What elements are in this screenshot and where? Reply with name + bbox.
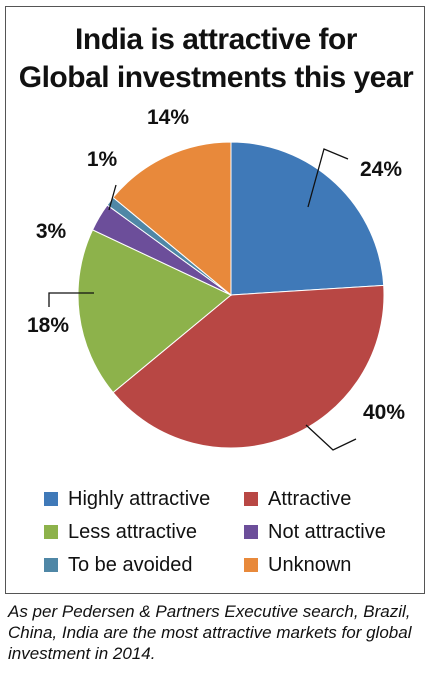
legend-item-unknown: Unknown bbox=[244, 553, 351, 577]
legend-swatch-not-attractive bbox=[244, 525, 258, 539]
legend-label-unknown: Unknown bbox=[268, 554, 352, 576]
chart-title-line-2: Global investments this year bbox=[18, 61, 414, 94]
legend-label-less-attractive: Less attractive bbox=[68, 521, 197, 543]
legend-swatch-to-be-avoided bbox=[44, 558, 58, 572]
pie-slice-unknown bbox=[112, 141, 232, 297]
legend-item-less-attractive: Less attractive bbox=[44, 520, 197, 544]
pie-slice-less-attractive bbox=[77, 229, 232, 394]
pie-slice-highly-attractive bbox=[230, 141, 385, 296]
legend-label-not-attractive: Not attractive bbox=[268, 521, 386, 543]
legend-label-to-be-avoided: To be avoided bbox=[68, 554, 193, 576]
legend-swatch-unknown bbox=[244, 558, 258, 572]
legend-swatch-less-attractive bbox=[44, 525, 58, 539]
legend-swatch-attractive bbox=[244, 492, 258, 506]
data-label-highly-attractive: 24% bbox=[360, 158, 402, 181]
chart-caption: As per Pedersen & Partners Executive sea… bbox=[8, 602, 412, 663]
data-label-attractive: 40% bbox=[363, 401, 405, 424]
leader-line-highly-attractive bbox=[307, 148, 349, 208]
legend-swatch-highly-attractive bbox=[44, 492, 58, 506]
legend-item-attractive: Attractive bbox=[244, 487, 351, 511]
leader-line-less-attractive bbox=[48, 292, 94, 307]
legend-item-highly-attractive: Highly attractive bbox=[44, 487, 210, 511]
data-label-less-attractive: 18% bbox=[27, 314, 69, 337]
chart-frame: India is attractive for Global investmen… bbox=[5, 6, 425, 594]
leader-line-to-be-avoided bbox=[108, 184, 117, 211]
legend-item-not-attractive: Not attractive bbox=[244, 520, 386, 544]
leader-line-attractive bbox=[305, 424, 357, 451]
data-label-unknown: 14% bbox=[147, 106, 189, 129]
pie-chart: 24% 40% 18% 3% 1% 14% bbox=[27, 106, 405, 451]
legend-label-highly-attractive: Highly attractive bbox=[68, 488, 211, 510]
legend-label-attractive: Attractive bbox=[268, 488, 352, 510]
data-label-not-attractive: 3% bbox=[36, 220, 67, 243]
chart-title: India is attractive for Global investmen… bbox=[6, 21, 426, 97]
pie-slice-attractive bbox=[112, 284, 385, 449]
data-label-to-be-avoided: 1% bbox=[87, 148, 118, 171]
legend-item-to-be-avoided: To be avoided bbox=[44, 553, 193, 577]
chart-title-line-1: India is attractive for bbox=[75, 23, 357, 56]
